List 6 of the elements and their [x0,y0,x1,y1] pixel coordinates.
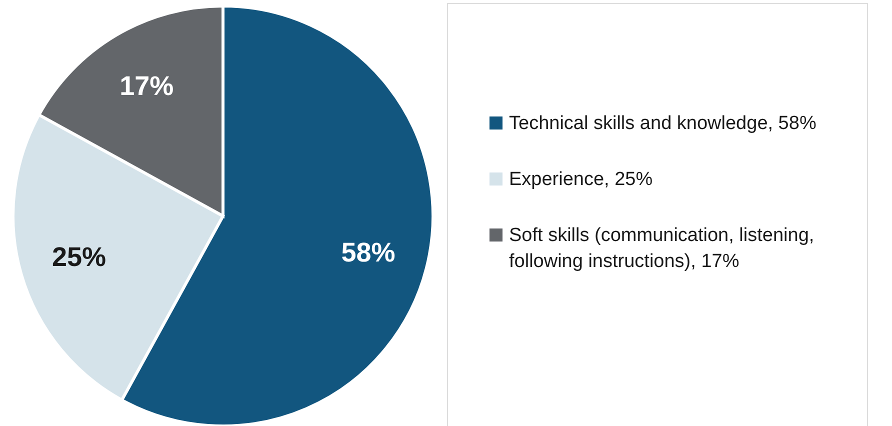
data-label: 17% [120,70,174,101]
legend-label: Technical skills and knowledge, 58% [509,113,816,134]
legend-label: Soft skills (communication, listening, following instructions), 17% [509,225,814,272]
data-label: 25% [52,242,106,272]
data-label: 58% [341,237,396,268]
legend-label: Experience, 25% [509,169,653,190]
